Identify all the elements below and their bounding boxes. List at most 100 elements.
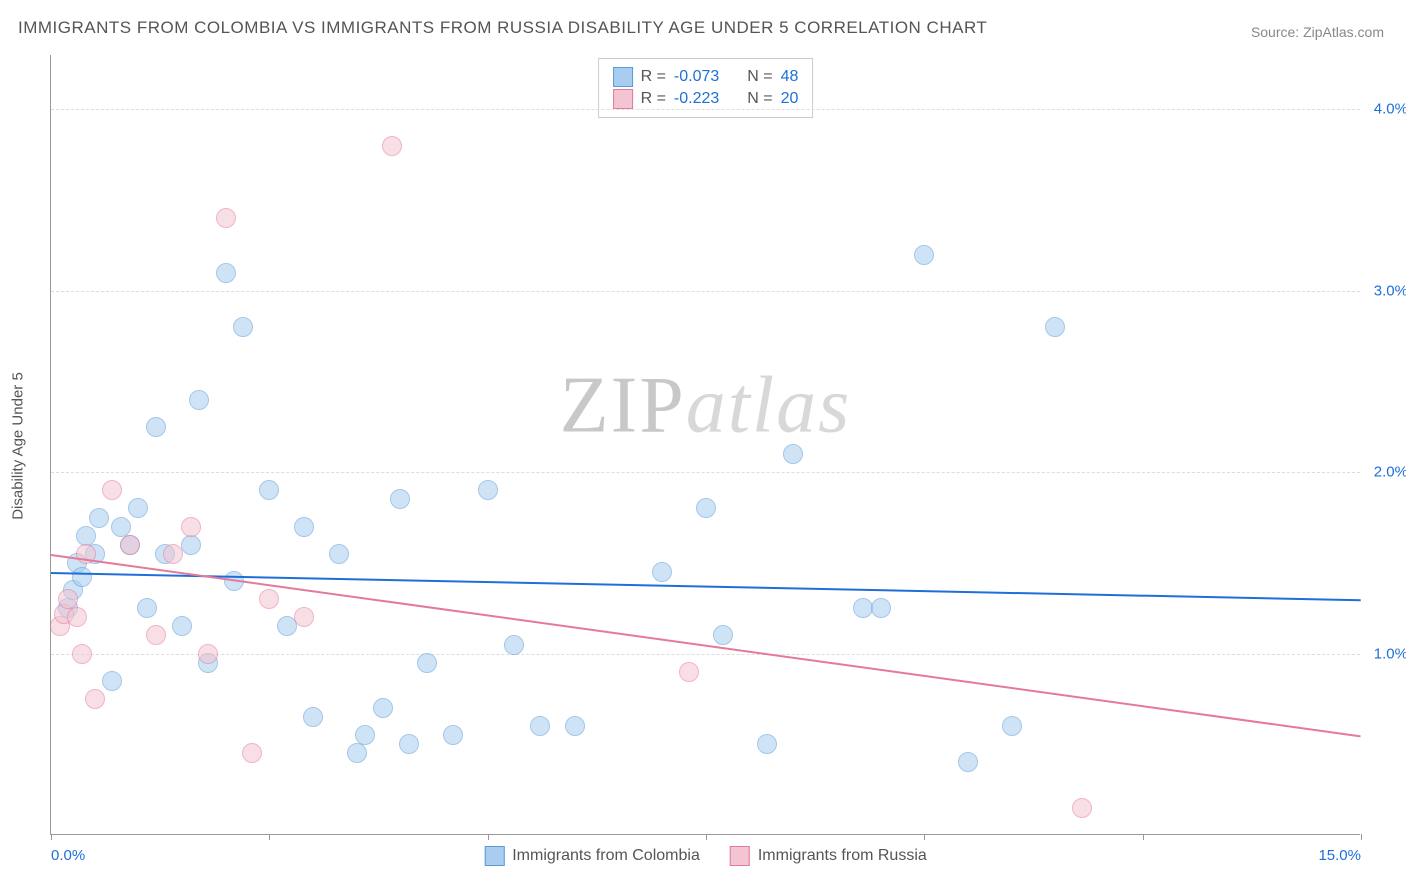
data-point — [958, 752, 978, 772]
legend-swatch — [613, 67, 633, 87]
x-tick-label: 0.0% — [51, 847, 85, 864]
data-point — [713, 625, 733, 645]
data-point — [1072, 798, 1092, 818]
data-point — [89, 508, 109, 528]
y-tick-label: 1.0% — [1374, 645, 1406, 662]
legend-swatch — [613, 89, 633, 109]
data-point — [294, 607, 314, 627]
x-tick-mark — [1361, 834, 1362, 840]
gridline — [51, 291, 1360, 292]
data-point — [294, 517, 314, 537]
data-point — [259, 589, 279, 609]
watermark-zip: ZIP — [560, 361, 686, 449]
data-point — [530, 716, 550, 736]
data-point — [1002, 716, 1022, 736]
legend-label: Immigrants from Colombia — [512, 847, 700, 865]
data-point — [233, 317, 253, 337]
legend-n-label: N = — [747, 68, 772, 86]
legend-row: R = -0.223 N = 20 — [613, 89, 799, 109]
watermark: ZIPatlas — [560, 360, 852, 451]
legend-series: Immigrants from Colombia Immigrants from … — [484, 846, 927, 866]
data-point — [399, 734, 419, 754]
x-tick-mark — [1143, 834, 1144, 840]
data-point — [478, 480, 498, 500]
y-tick-label: 4.0% — [1374, 101, 1406, 118]
data-point — [146, 625, 166, 645]
data-point — [189, 390, 209, 410]
data-point — [58, 589, 78, 609]
data-point — [102, 671, 122, 691]
trend-line — [51, 554, 1361, 737]
data-point — [355, 725, 375, 745]
legend-swatch — [484, 846, 504, 866]
legend-label: Immigrants from Russia — [758, 847, 927, 865]
data-point — [242, 743, 262, 763]
data-point — [85, 689, 105, 709]
data-point — [504, 635, 524, 655]
data-point — [128, 498, 148, 518]
legend-item: Immigrants from Russia — [730, 846, 927, 866]
gridline — [51, 109, 1360, 110]
x-tick-mark — [269, 834, 270, 840]
y-tick-label: 3.0% — [1374, 282, 1406, 299]
data-point — [871, 598, 891, 618]
data-point — [914, 245, 934, 265]
data-point — [783, 444, 803, 464]
legend-n-value: 48 — [781, 68, 799, 86]
x-tick-mark — [51, 834, 52, 840]
data-point — [111, 517, 131, 537]
data-point — [67, 607, 87, 627]
data-point — [347, 743, 367, 763]
legend-r-value: -0.223 — [674, 90, 719, 108]
gridline — [51, 654, 1360, 655]
y-tick-label: 2.0% — [1374, 464, 1406, 481]
data-point — [198, 644, 218, 664]
data-point — [303, 707, 323, 727]
x-tick-mark — [924, 834, 925, 840]
data-point — [696, 498, 716, 518]
data-point — [679, 662, 699, 682]
x-tick-label: 15.0% — [1318, 847, 1361, 864]
gridline — [51, 472, 1360, 473]
legend-r-label: R = — [641, 90, 666, 108]
trend-line — [51, 572, 1361, 601]
x-tick-mark — [706, 834, 707, 840]
data-point — [259, 480, 279, 500]
source-label: Source: ZipAtlas.com — [1251, 24, 1384, 40]
y-axis-label: Disability Age Under 5 — [10, 372, 27, 520]
legend-r-value: -0.073 — [674, 68, 719, 86]
data-point — [390, 489, 410, 509]
legend-r-label: R = — [641, 68, 666, 86]
data-point — [146, 417, 166, 437]
legend-n-value: 20 — [781, 90, 799, 108]
watermark-atlas: atlas — [686, 361, 852, 449]
data-point — [102, 480, 122, 500]
x-tick-mark — [488, 834, 489, 840]
data-point — [373, 698, 393, 718]
data-point — [76, 526, 96, 546]
chart-title: IMMIGRANTS FROM COLOMBIA VS IMMIGRANTS F… — [18, 18, 987, 38]
legend-swatch — [730, 846, 750, 866]
data-point — [652, 562, 672, 582]
data-point — [72, 567, 92, 587]
data-point — [757, 734, 777, 754]
legend-item: Immigrants from Colombia — [484, 846, 700, 866]
data-point — [216, 208, 236, 228]
plot-area: ZIPatlas R =-0.073N =48R =-0.223N =20 Im… — [50, 55, 1360, 835]
data-point — [417, 653, 437, 673]
data-point — [172, 616, 192, 636]
data-point — [216, 263, 236, 283]
data-point — [181, 517, 201, 537]
data-point — [382, 136, 402, 156]
legend-n-label: N = — [747, 90, 772, 108]
data-point — [565, 716, 585, 736]
legend-row: R = -0.073 N = 48 — [613, 67, 799, 87]
data-point — [120, 535, 140, 555]
data-point — [443, 725, 463, 745]
data-point — [181, 535, 201, 555]
data-point — [72, 644, 92, 664]
data-point — [329, 544, 349, 564]
data-point — [1045, 317, 1065, 337]
data-point — [163, 544, 183, 564]
data-point — [137, 598, 157, 618]
